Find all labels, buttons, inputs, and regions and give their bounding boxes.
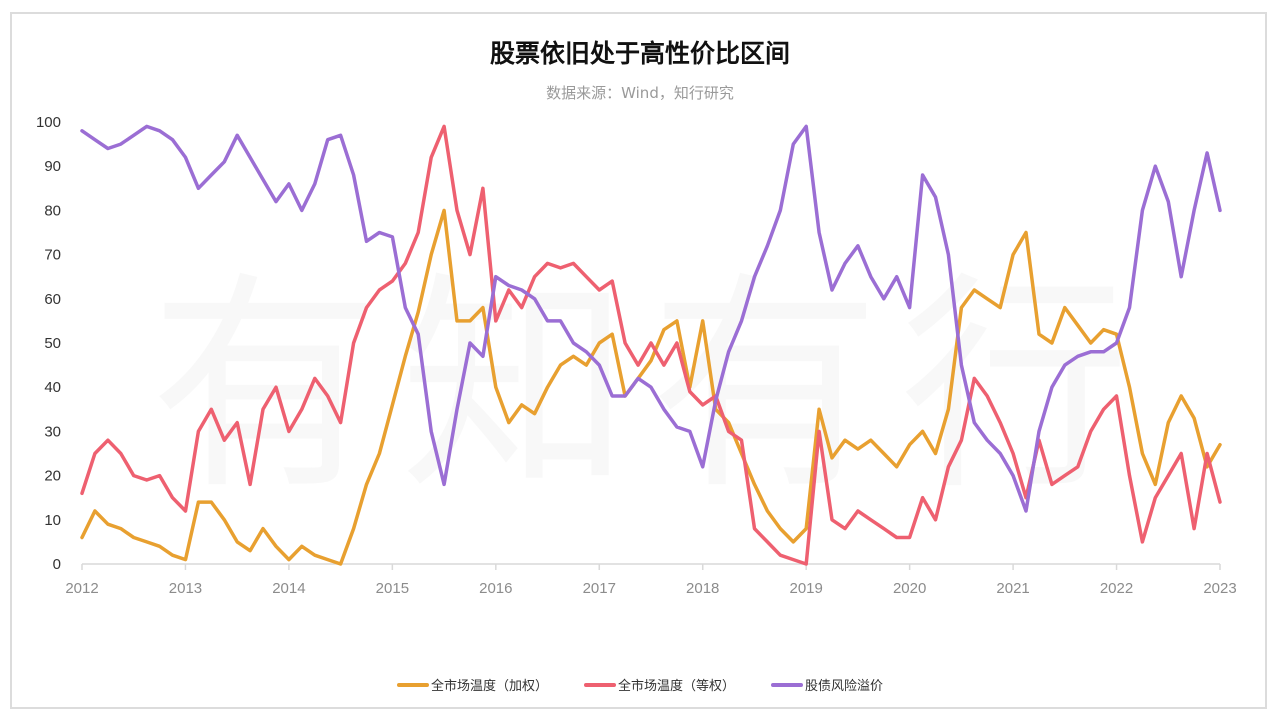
legend: 全市场温度（加权） 全市场温度（等权） 股债风险溢价 [0,675,1280,694]
legend-swatch [396,682,429,687]
x-tick-label: 2019 [789,580,822,597]
y-tick-label: 100 [36,114,61,131]
x-tick-label: 2016 [479,580,512,597]
x-tick-label: 2020 [893,580,926,597]
y-tick-label: 30 [44,423,61,440]
y-tick-label: 90 [44,158,61,175]
legend-item-weighted[interactable]: 全市场温度（加权） [396,675,548,694]
x-tick-label: 2022 [1100,580,1133,597]
legend-label: 股债风险溢价 [805,679,884,694]
legend-item-erp[interactable]: 股债风险溢价 [771,675,883,694]
x-tick-label: 2015 [376,580,409,597]
legend-swatch [583,682,616,687]
chart-subtitle: 数据来源：Wind，知行研究 [546,84,734,102]
series-line-equity-risk-premium [80,124,1222,513]
x-tick-label: 2021 [996,580,1029,597]
chart-frame [10,12,1267,709]
y-tick-label: 20 [44,468,61,485]
x-tick-label: 2012 [65,580,98,597]
series-line-equal-temperature [80,124,1222,566]
y-tick-label: 40 [44,379,61,396]
series-line-weighted-temperature [80,208,1222,566]
y-tick-label: 0 [53,556,61,573]
x-tick-label: 2013 [169,580,202,597]
x-tick-label: 2014 [272,580,305,597]
x-tick-label: 2017 [583,580,616,597]
y-tick-label: 10 [44,512,61,529]
legend-label: 全市场温度（加权） [430,679,548,694]
legend-label: 全市场温度（等权） [617,679,735,694]
x-tick-label: 2023 [1203,580,1236,597]
x-tick-label: 2018 [686,580,719,597]
y-tick-label: 80 [44,202,61,219]
chart-title: 股票依旧处于高性价比区间 [489,39,790,68]
y-tick-label: 70 [44,247,61,264]
legend-swatch [771,682,803,687]
legend-item-equal[interactable]: 全市场温度（等权） [583,675,735,694]
y-tick-label: 50 [44,335,61,352]
y-tick-label: 60 [44,291,61,308]
